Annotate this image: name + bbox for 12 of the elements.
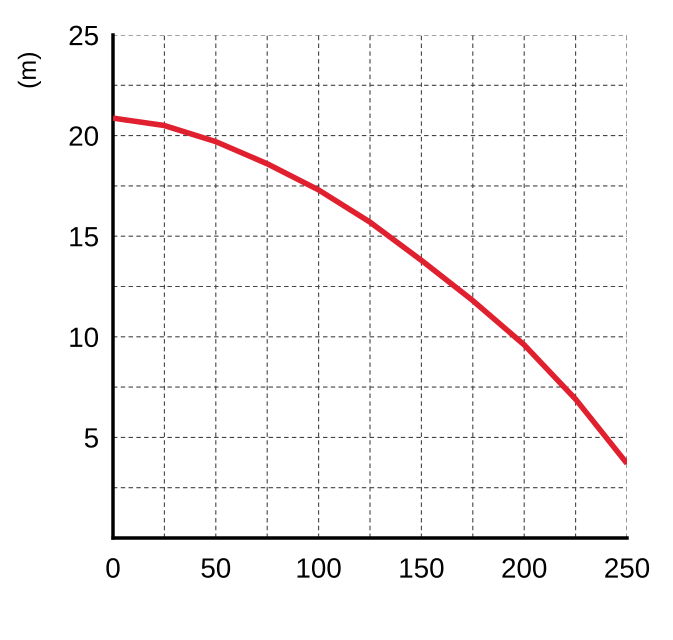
x-tick-label: 0 (106, 558, 120, 578)
y-tick-label: 5 (84, 428, 98, 448)
y-tick-label: 15 (70, 227, 98, 247)
y-tick-label: 20 (70, 126, 98, 146)
x-tick-label: 100 (298, 558, 341, 578)
y-axis-title: (m) (18, 53, 42, 88)
y-tick-label: 10 (70, 327, 98, 348)
x-tick-label: 50 (201, 558, 230, 578)
x-tick-label: 250 (605, 558, 650, 578)
y-tick-label: 25 (70, 26, 98, 46)
x-tick-label: 150 (400, 558, 444, 578)
x-tick-label: 200 (502, 558, 546, 578)
